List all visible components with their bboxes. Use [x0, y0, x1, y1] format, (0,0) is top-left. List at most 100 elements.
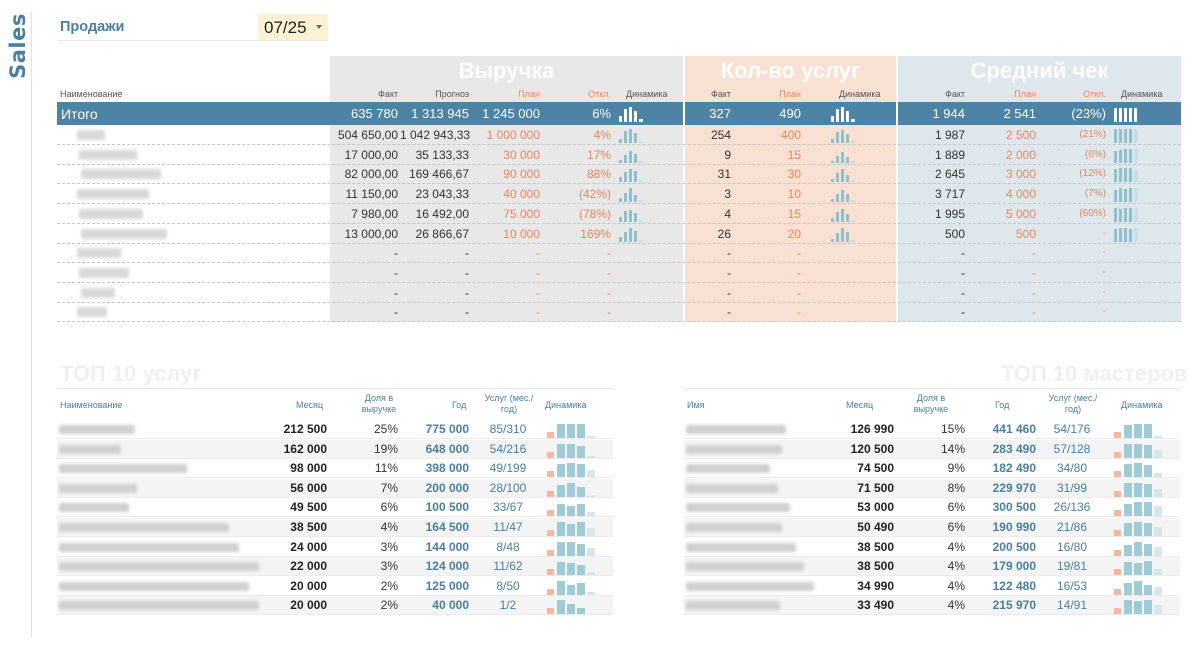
list-item[interactable]: 24 000 3% 144 000 8/48: [57, 538, 613, 557]
list-item[interactable]: 50 490 6% 190 990 21/86: [684, 518, 1180, 537]
row-avg-dev: -: [1102, 247, 1106, 259]
title-underline: [58, 40, 328, 41]
item-year: 179 000: [992, 559, 1036, 574]
list-item[interactable]: 126 990 15% 441 460 54/176: [684, 420, 1180, 439]
period-dropdown[interactable]: 07/25: [258, 14, 328, 40]
list-item[interactable]: 38 500 4% 164 500 11/47: [57, 518, 613, 537]
header-cnt-dynamics: Динамика: [839, 89, 881, 99]
table-row[interactable]: 17 000,00 35 133,33 30 000 17% 9 15 1 889 2 000…: [57, 145, 1181, 165]
list-item[interactable]: 74 500 9% 182 490 34/80: [684, 459, 1180, 479]
table-row[interactable]: 82 000,00 169 466,67 90 000 88% 31 30 2 645 3 0…: [57, 164, 1181, 185]
table-row[interactable]: 7 980,00 16 492,00 75 000 (78%) 4 15 1 995 5 00…: [57, 204, 1181, 224]
item-name-blurred: [686, 464, 770, 474]
list-item[interactable]: 212 500 25% 775 000 85/310: [57, 420, 613, 439]
row-rev-forecast: -: [465, 285, 469, 300]
item-year: 144 000: [425, 539, 469, 554]
item-sparkline: [547, 504, 595, 517]
item-services: 49/199: [489, 461, 527, 476]
list-item[interactable]: 38 500 4% 179 000 19/81: [684, 557, 1180, 577]
row-avg-dev: (6%): [1084, 148, 1106, 160]
total-cnt-fact: 327: [709, 106, 731, 121]
table-row[interactable]: 13 000,00 26 866,67 10 000 169% 26 20 500 500 -: [57, 224, 1181, 244]
row-avg-fact: -: [961, 246, 965, 261]
item-share: 6%: [947, 520, 965, 534]
list-item[interactable]: 71 500 8% 229 970 31/99: [684, 478, 1180, 498]
row-avg-dev: -: [1102, 266, 1106, 278]
left-divider: [31, 12, 32, 637]
item-share: 4%: [947, 559, 965, 574]
item-services: 21/86: [1056, 520, 1088, 534]
row-rev-fact: -: [394, 246, 398, 261]
header-avg-dev: Откл.: [1083, 89, 1106, 99]
item-year: 164 500: [425, 520, 469, 534]
item-sparkline: [547, 580, 595, 595]
item-name-blurred: [686, 581, 814, 591]
table-row[interactable]: ---------: [57, 243, 1181, 264]
list-item[interactable]: 33 490 4% 215 970 14/91: [684, 596, 1180, 616]
page-title: Продажи: [60, 19, 125, 35]
row-avg-plan: -: [1032, 265, 1036, 280]
row-name-blurred: [79, 208, 143, 219]
item-name-blurred: [686, 601, 780, 611]
list-item[interactable]: 22 000 3% 124 000 11/62: [57, 557, 613, 577]
top-masters-title: ТОП 10 мастеров: [1001, 361, 1188, 386]
item-share: 25%: [373, 422, 398, 436]
row-avg-fact: 1 995: [934, 206, 965, 221]
row-avg-dev: -: [1102, 227, 1106, 239]
header-cnt-plan: План: [779, 89, 801, 99]
row-rev-dev: 17%: [586, 147, 611, 162]
list-item[interactable]: 38 500 4% 200 500 16/80: [684, 538, 1180, 557]
total-row[interactable]: [57, 102, 1181, 125]
tm-header-name: Имя: [687, 400, 705, 410]
row-rev-dev: -: [607, 246, 611, 261]
item-name-blurred: [686, 444, 782, 454]
item-share: 11%: [374, 461, 398, 476]
item-share: 3%: [380, 539, 398, 554]
item-share: 6%: [380, 500, 398, 515]
row-rev-dev: -: [607, 305, 611, 320]
table-row[interactable]: ---------: [57, 263, 1181, 283]
chevron-down-icon[interactable]: [316, 25, 322, 29]
item-sparkline: [547, 443, 595, 458]
item-services: 34/80: [1056, 461, 1088, 476]
list-item[interactable]: 120 500 14% 283 490 57/128: [684, 439, 1180, 459]
table-row[interactable]: 11 150,00 23 043,33 40 000 (42%) 3 10 3 717 4 0…: [57, 184, 1181, 205]
list-item[interactable]: 20 000 2% 125 000 8/50: [57, 577, 613, 596]
row-rev-dev: 169%: [580, 226, 611, 241]
item-share: 3%: [380, 559, 398, 574]
revenue-panel: [330, 56, 683, 322]
ts-header-services: Услуг (мес./год): [484, 393, 534, 414]
row-avg-sparkline: [1114, 207, 1138, 222]
item-name-blurred: [59, 601, 259, 611]
list-item[interactable]: 56 000 7% 200 000 28/100: [57, 478, 613, 498]
item-month: 53 000: [857, 500, 894, 515]
item-month: 20 000: [290, 598, 327, 613]
item-year: 215 970: [992, 598, 1036, 613]
list-item[interactable]: 98 000 11% 398 000 49/199: [57, 459, 613, 479]
section-title-revenue: Выручка: [458, 58, 555, 83]
list-item[interactable]: 162 000 19% 648 000 54/216: [57, 439, 613, 459]
item-year: 190 990: [992, 520, 1036, 534]
row-avg-fact: 1 889: [934, 147, 965, 162]
row-cnt-sparkline: [831, 130, 855, 143]
row-avg-plan: 3 000: [1005, 167, 1036, 182]
row-avg-fact: 2 645: [934, 167, 965, 182]
item-name-blurred: [686, 425, 786, 434]
list-item[interactable]: 53 000 6% 300 500 26/136: [684, 498, 1180, 518]
item-share: 6%: [947, 500, 965, 515]
row-rev-sparkline: [619, 227, 643, 242]
list-item[interactable]: 49 500 6% 100 500 33/67: [57, 498, 613, 518]
item-sparkline: [547, 522, 595, 536]
row-avg-plan: -: [1032, 285, 1036, 300]
row-rev-fact: 82 000,00: [344, 167, 398, 182]
item-share: 19%: [373, 441, 398, 456]
item-share: 8%: [947, 480, 965, 495]
list-item[interactable]: 20 000 2% 40 000 1/2: [57, 596, 613, 616]
table-row[interactable]: ---------: [57, 302, 1181, 323]
row-rev-plan: 75 000: [503, 206, 540, 221]
header-cnt-fact: Факт: [710, 89, 731, 99]
table-row[interactable]: 504 650,00 1 042 943,33 1 000 000 4% 254 400 1…: [57, 125, 1181, 145]
table-row[interactable]: ---------: [57, 283, 1181, 303]
row-rev-forecast: 16 492,00: [415, 206, 469, 221]
list-item[interactable]: 34 990 4% 122 480 16/53: [684, 577, 1180, 596]
